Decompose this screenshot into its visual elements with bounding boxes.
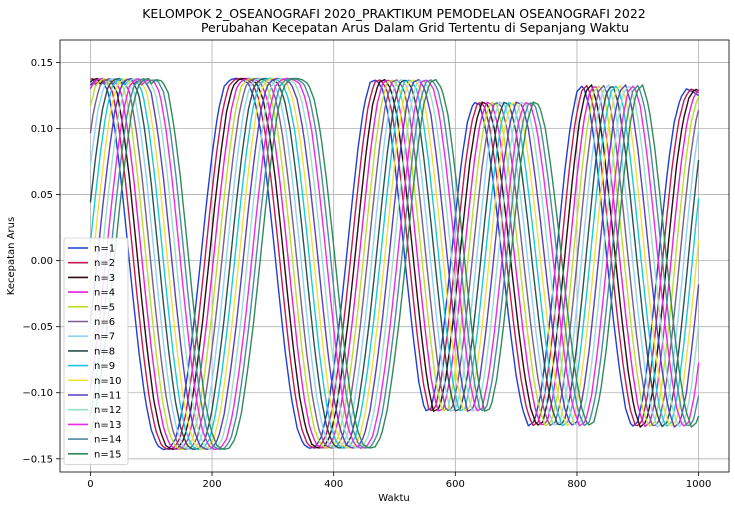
x-axis-ticks: 0 200 400 600 800 1000 bbox=[87, 472, 711, 490]
x-tick-label-1: 200 bbox=[202, 479, 221, 490]
legend-label-n=5: n=5 bbox=[94, 302, 115, 313]
legend: n=1 n=2 n=3 n=4 n=5 n=6 n=7 n=8 n=9 n=10 n=11 n=12 n… bbox=[63, 237, 129, 465]
series-line-n=9 bbox=[89, 77, 700, 451]
legend-label-n=11: n=11 bbox=[94, 391, 121, 402]
series-line-n=10 bbox=[89, 77, 700, 451]
legend-label-n=14: n=14 bbox=[94, 435, 121, 446]
x-tick-label-2: 400 bbox=[324, 479, 343, 490]
legend-label-n=3: n=3 bbox=[94, 273, 115, 284]
chart-title-line-2: Perubahan Kecepatan Arus Dalam Grid Tert… bbox=[201, 20, 629, 35]
legend-label-n=7: n=7 bbox=[94, 332, 115, 343]
legend-label-n=2: n=2 bbox=[94, 258, 115, 269]
legend-label-n=9: n=9 bbox=[94, 361, 115, 372]
y-axis-label: Kecepatan Arus bbox=[6, 217, 17, 295]
legend-label-n=15: n=15 bbox=[94, 449, 121, 460]
series-line-n=11 bbox=[89, 77, 700, 450]
chart-title: KELOMPOK 2_OSEANOGRAFI 2020_PRAKTIKUM PE… bbox=[142, 6, 646, 35]
legend-label-n=8: n=8 bbox=[94, 346, 115, 357]
y-tick-label-2: −0.05 bbox=[22, 322, 53, 333]
x-tick-label-5: 1000 bbox=[686, 479, 711, 490]
y-tick-label-6: 0.15 bbox=[31, 58, 53, 69]
x-tick-label-3: 600 bbox=[446, 479, 465, 490]
legend-label-n=6: n=6 bbox=[94, 317, 115, 328]
y-tick-label-5: 0.10 bbox=[31, 124, 53, 135]
series-line-n=15 bbox=[89, 77, 700, 450]
legend-label-n=12: n=12 bbox=[94, 405, 121, 416]
series-line-n=8 bbox=[89, 77, 700, 450]
legend-label-n=10: n=10 bbox=[94, 376, 121, 387]
legend-label-n=1: n=1 bbox=[94, 244, 115, 255]
legend-label-n=4: n=4 bbox=[94, 288, 115, 299]
series-lines bbox=[89, 77, 700, 451]
y-tick-label-1: −0.10 bbox=[22, 388, 53, 399]
chart-title-line-1: KELOMPOK 2_OSEANOGRAFI 2020_PRAKTIKUM PE… bbox=[142, 6, 646, 21]
y-tick-label-0: −0.15 bbox=[22, 454, 53, 465]
series-line-n=6 bbox=[89, 77, 700, 451]
legend-box bbox=[63, 237, 129, 465]
plot-frame bbox=[59, 39, 730, 473]
series-line-n=13 bbox=[89, 77, 700, 451]
y-axis-ticks: −0.15 −0.10 −0.05 0.00 0.05 0.10 0.15 bbox=[22, 58, 60, 465]
x-tick-label-0: 0 bbox=[87, 479, 93, 490]
x-axis-label: Waktu bbox=[378, 493, 409, 504]
series-line-n=14 bbox=[89, 77, 700, 451]
legend-label-n=13: n=13 bbox=[94, 420, 121, 431]
series-line-n=12 bbox=[89, 77, 700, 450]
y-tick-label-4: 0.05 bbox=[31, 190, 53, 201]
x-tick-label-4: 800 bbox=[567, 479, 586, 490]
y-tick-label-3: 0.00 bbox=[31, 256, 53, 267]
